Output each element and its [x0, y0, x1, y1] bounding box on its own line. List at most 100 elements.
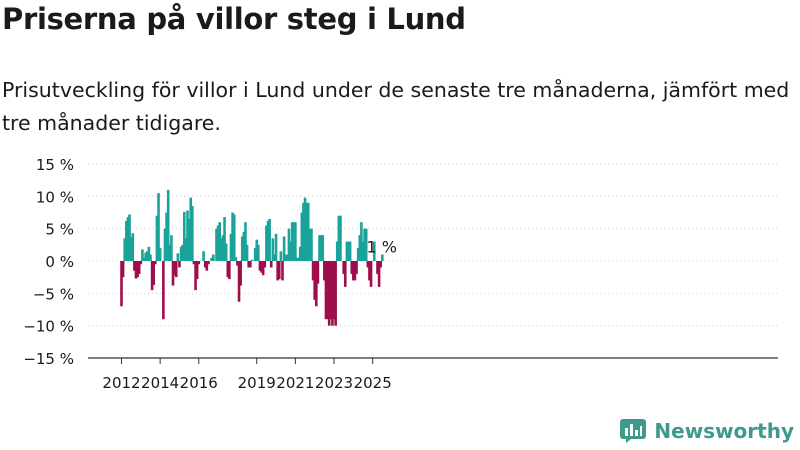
x-tick-label: 2019	[238, 374, 276, 392]
bar	[311, 261, 315, 281]
x-tick-label: 2021	[276, 374, 314, 392]
bar	[355, 261, 358, 274]
bar	[136, 261, 139, 278]
bar	[334, 261, 337, 326]
bar	[265, 225, 268, 261]
y-tick-label: −5 %	[33, 285, 74, 303]
brand: Newsworthy	[620, 419, 794, 443]
bar	[305, 202, 308, 261]
bar	[139, 261, 143, 265]
bar	[203, 261, 207, 268]
bar	[379, 261, 383, 268]
bar	[150, 261, 154, 291]
annotation: 1 %	[366, 237, 396, 256]
bar	[276, 261, 279, 281]
bar	[228, 261, 231, 280]
bar	[302, 202, 305, 261]
bar	[303, 197, 307, 261]
bar	[356, 248, 360, 261]
bar	[268, 218, 271, 261]
bar	[261, 261, 265, 276]
bar	[154, 261, 157, 265]
bar	[142, 257, 146, 261]
bar	[207, 261, 210, 265]
bar	[168, 244, 172, 261]
bar	[125, 220, 128, 261]
x-tick-label: 2014	[141, 374, 179, 392]
bar	[211, 254, 215, 261]
bar	[274, 233, 278, 261]
bar	[295, 257, 299, 261]
bar	[187, 218, 191, 261]
bar	[366, 261, 370, 268]
y-tick-label: 0 %	[45, 253, 74, 271]
bar	[308, 228, 312, 261]
bar	[224, 243, 228, 261]
bar	[260, 261, 263, 273]
bar	[249, 261, 252, 268]
bar	[372, 241, 376, 261]
bar	[133, 261, 136, 271]
bar	[166, 189, 170, 261]
bar	[250, 259, 254, 261]
bar	[202, 251, 205, 261]
bar	[197, 261, 201, 265]
bar	[290, 222, 294, 261]
bar	[353, 261, 357, 281]
y-tick-label: 10 %	[36, 188, 74, 206]
bar	[298, 246, 302, 261]
bar	[158, 248, 162, 261]
bar	[215, 228, 218, 261]
bar	[189, 197, 193, 261]
bar	[239, 261, 242, 286]
bar	[129, 237, 133, 261]
bar	[376, 261, 379, 274]
bar	[315, 261, 318, 307]
bar	[205, 261, 209, 271]
bar	[316, 261, 320, 284]
bar	[337, 215, 341, 261]
bar	[123, 238, 127, 261]
bar	[223, 217, 226, 261]
bar-chart: 15 %10 %5 %0 %−5 %−10 %−15 % 2012 2014 201…	[23, 156, 778, 392]
bar	[236, 261, 239, 266]
bar	[184, 238, 188, 261]
bar	[335, 241, 339, 261]
bar	[155, 215, 159, 261]
bar	[369, 261, 373, 287]
bar	[195, 261, 199, 280]
bar	[257, 244, 260, 261]
bar	[144, 252, 147, 261]
y-axis-ticks: 15 % 10 % 5 % 0 % −5 % −10 % −15 %	[23, 156, 74, 368]
bar	[218, 222, 222, 261]
bar	[162, 261, 165, 320]
bar	[178, 261, 181, 268]
bar	[173, 261, 176, 276]
y-tick-label: −15 %	[23, 350, 74, 368]
bar	[221, 235, 225, 261]
bar	[342, 261, 345, 274]
bar	[323, 261, 326, 281]
bar	[332, 261, 336, 320]
bar	[242, 231, 246, 261]
bar	[182, 211, 186, 261]
bar	[287, 228, 291, 261]
bar	[331, 261, 334, 326]
newsworthy-logo-icon	[620, 419, 647, 443]
bar	[348, 241, 352, 261]
bar	[247, 261, 250, 268]
bar	[368, 261, 371, 281]
bar	[329, 261, 333, 320]
bar	[134, 261, 138, 279]
bar	[131, 233, 135, 261]
bar	[284, 254, 288, 261]
bar	[281, 261, 284, 281]
x-tick-label: 2016	[180, 374, 218, 392]
bar	[350, 261, 354, 274]
bar	[347, 241, 350, 261]
bar	[326, 261, 329, 320]
bar	[282, 236, 286, 261]
chart-subtitle: Prisutveckling för villor i Lund under d…	[2, 78, 790, 135]
bar	[345, 241, 349, 261]
bar	[358, 235, 362, 261]
